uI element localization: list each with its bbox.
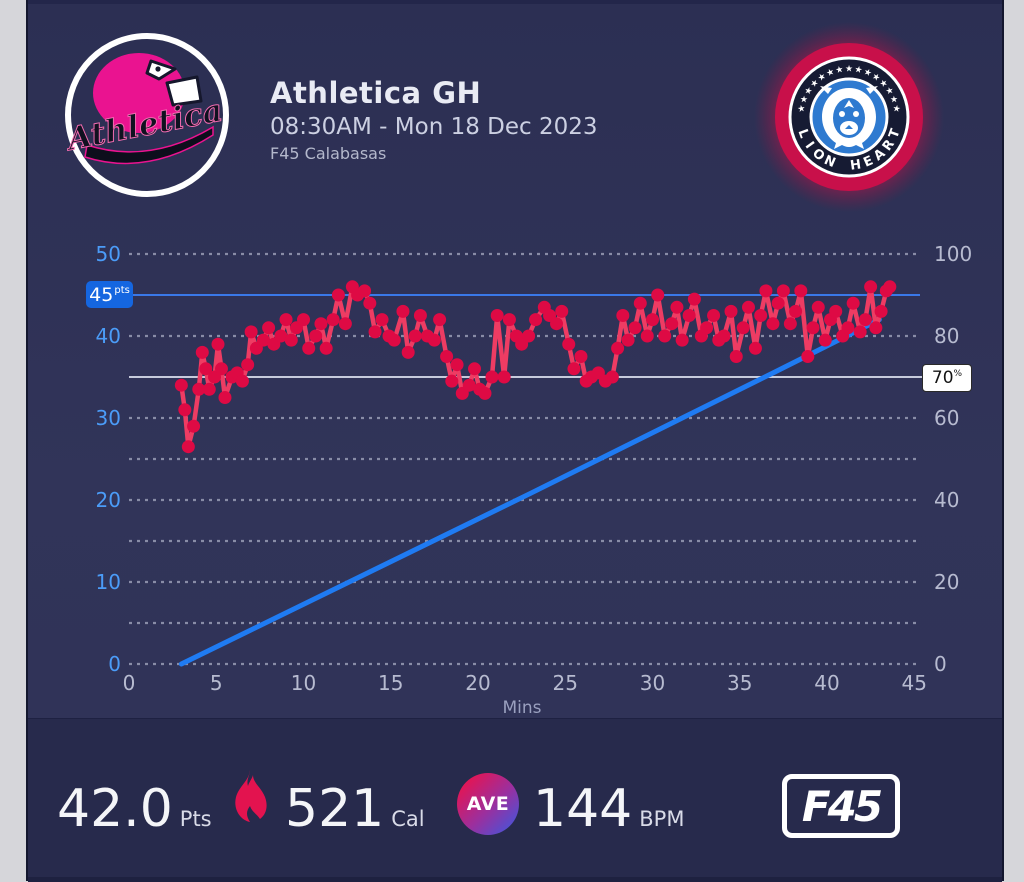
calories-value: 521 xyxy=(285,779,385,839)
points-unit: Pts xyxy=(179,807,212,831)
svg-text:45: 45 xyxy=(902,671,927,695)
svg-text:60: 60 xyxy=(934,406,959,430)
svg-text:★: ★ xyxy=(835,65,845,76)
hr-threshold-badge: 70 % xyxy=(922,364,972,392)
points-stat: 42.0 Pts xyxy=(57,783,212,835)
session-datetime: 08:30AM - Mon 18 Dec 2023 xyxy=(270,114,598,140)
svg-text:★: ★ xyxy=(890,104,901,114)
svg-text:★: ★ xyxy=(853,65,863,76)
f45-logo-text: F45 xyxy=(801,781,883,831)
svg-text:10: 10 xyxy=(291,671,316,695)
svg-text:0: 0 xyxy=(934,652,947,676)
svg-text:★: ★ xyxy=(825,67,836,79)
svg-text:40: 40 xyxy=(814,671,839,695)
svg-text:★: ★ xyxy=(887,94,899,105)
points-value: 42.0 xyxy=(57,779,173,839)
heart-rate-unit: BPM xyxy=(639,807,685,831)
f45-logo: F45 xyxy=(782,774,900,838)
calories-stat: 521 Cal xyxy=(285,783,425,835)
hr-threshold-value: 70 xyxy=(931,368,954,388)
app-window: Athletica Athletica GH 08:30AM - Mon 18 … xyxy=(26,0,1004,882)
studio-location: F45 Calabasas xyxy=(270,144,387,163)
athletica-logo-icon: Athletica xyxy=(61,33,229,197)
svg-text:H: H xyxy=(849,157,862,173)
svg-text:★: ★ xyxy=(845,65,853,75)
calories-flame-icon xyxy=(235,770,267,822)
svg-text:0: 0 xyxy=(108,652,121,676)
svg-text:N: N xyxy=(822,153,838,171)
svg-text:★: ★ xyxy=(862,67,873,79)
svg-text:10: 10 xyxy=(96,570,121,594)
athletica-logo: Athletica xyxy=(61,31,231,199)
svg-text:★: ★ xyxy=(799,94,811,105)
svg-text:5: 5 xyxy=(210,671,223,695)
heart-rate-value: 144 xyxy=(533,779,633,839)
page-title: Athletica GH xyxy=(270,76,482,110)
svg-text:20: 20 xyxy=(96,488,121,512)
workout-chart: 0 10 20 30 40 50 0 20 40 60 80 100 0 5 10 15 20 25 30 35 40 4… xyxy=(96,242,973,718)
points-target-unit: pts xyxy=(114,285,130,296)
calories-unit: Cal xyxy=(391,807,425,831)
svg-text:50: 50 xyxy=(96,242,121,266)
svg-text:30: 30 xyxy=(96,406,121,430)
svg-text:30: 30 xyxy=(640,671,665,695)
svg-text:0: 0 xyxy=(123,671,136,695)
heart-rate-stat: 144 BPM xyxy=(533,783,684,835)
svg-text:15: 15 xyxy=(378,671,403,695)
points-target-value: 45 xyxy=(89,283,114,306)
svg-text:100: 100 xyxy=(934,242,972,266)
svg-text:80: 80 xyxy=(934,324,959,348)
lionheart-stars: ★★★★★★★ ★ ★★★★★★★ xyxy=(797,65,902,114)
average-badge-label: AVE xyxy=(466,793,510,815)
average-badge: AVE xyxy=(457,773,519,835)
svg-text:20: 20 xyxy=(934,570,959,594)
points-target-badge: 45 pts xyxy=(86,281,133,308)
hr-threshold-unit: % xyxy=(953,369,963,379)
svg-text:35: 35 xyxy=(727,671,752,695)
svg-text:★: ★ xyxy=(797,104,808,114)
stats-bar: 42.0 Pts 521 Cal AVE 144 BPM F45 xyxy=(28,718,1002,882)
svg-text:25: 25 xyxy=(553,671,578,695)
svg-text:Mins: Mins xyxy=(502,698,541,718)
svg-text:40: 40 xyxy=(934,488,959,512)
svg-text:40: 40 xyxy=(96,324,121,348)
svg-text:20: 20 xyxy=(465,671,490,695)
